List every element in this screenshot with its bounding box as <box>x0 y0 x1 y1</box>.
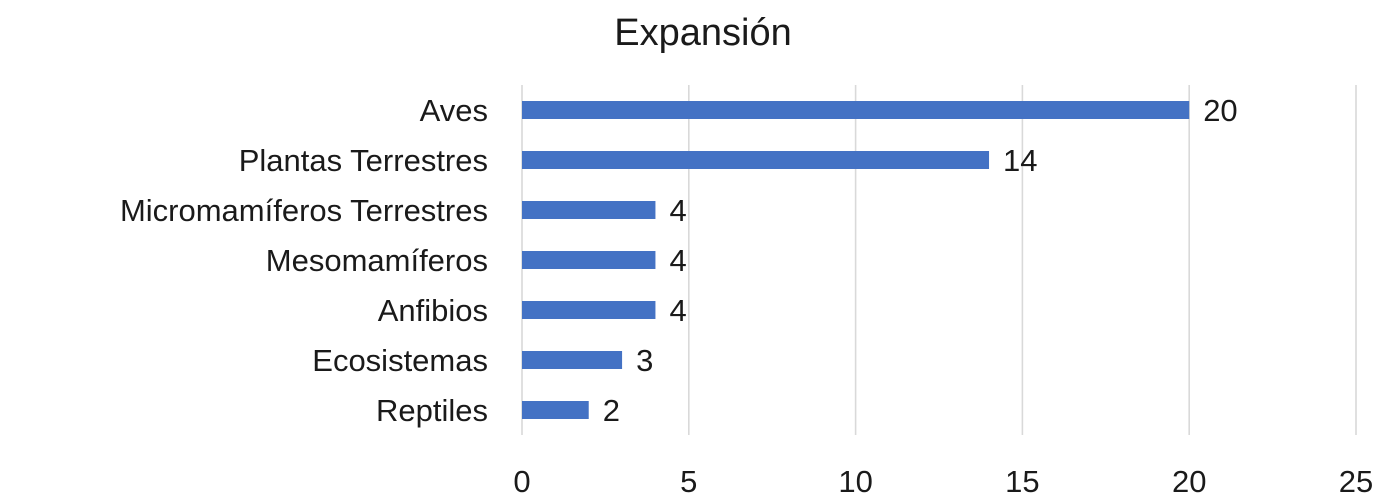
x-tick-label: 15 <box>1005 464 1039 499</box>
bar <box>522 401 589 419</box>
bar <box>522 301 656 319</box>
chart-title: Expansión <box>614 12 791 54</box>
bar <box>522 251 656 269</box>
data-label: 4 <box>669 293 686 328</box>
data-label: 2 <box>603 393 620 428</box>
x-tick-label: 0 <box>513 464 530 499</box>
category-labels: Aves Plantas Terrestres Micromamíferos Ter… <box>120 93 488 428</box>
category-label: Aves <box>420 93 488 128</box>
bars <box>522 101 1190 419</box>
x-tick-label: 10 <box>838 464 872 499</box>
category-label: Anfibios <box>378 293 488 328</box>
bar <box>522 351 623 369</box>
data-label: 3 <box>636 343 653 378</box>
data-label: 4 <box>669 193 686 228</box>
bar <box>522 101 1190 119</box>
bar <box>522 151 990 169</box>
bar <box>522 201 656 219</box>
category-label: Ecosistemas <box>312 343 488 378</box>
data-label: 20 <box>1203 93 1237 128</box>
category-label: Mesomamíferos <box>266 243 488 278</box>
category-label: Reptiles <box>376 393 488 428</box>
data-label: 14 <box>1003 143 1037 178</box>
category-label: Micromamíferos Terrestres <box>120 193 488 228</box>
x-axis-tick-labels: 0 5 10 15 20 25 <box>513 464 1373 499</box>
x-tick-label: 25 <box>1339 464 1373 499</box>
x-tick-label: 20 <box>1172 464 1206 499</box>
x-tick-label: 5 <box>680 464 697 499</box>
category-label: Plantas Terrestres <box>239 143 488 178</box>
gridlines <box>521 85 1357 435</box>
data-label: 4 <box>669 243 686 278</box>
